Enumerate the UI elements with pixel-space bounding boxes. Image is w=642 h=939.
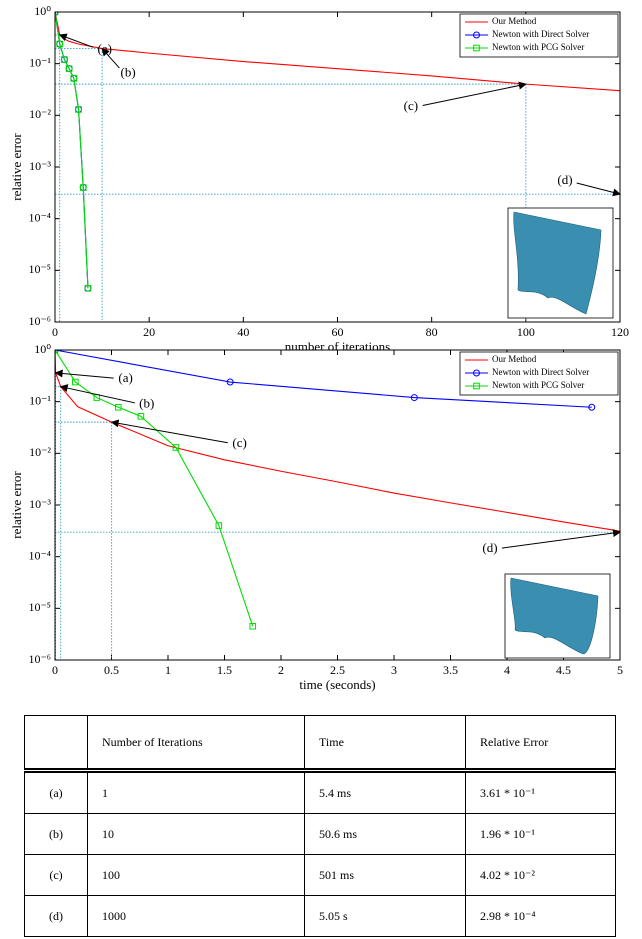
table-cell: (a): [25, 771, 88, 814]
table-cell: (c): [25, 855, 88, 896]
legend-label: Our Method: [492, 354, 537, 364]
table-cell: 4.02 * 10⁻²: [466, 855, 616, 896]
x-tick-label: 1.5: [217, 663, 232, 677]
annotation-label: (a): [97, 41, 111, 56]
x-tick-label: 0: [52, 325, 58, 339]
table-header: Number of Iterations Time Relative Error: [25, 716, 616, 771]
y-tick-label: 10⁻²: [29, 107, 51, 121]
y-tick-label: 10⁻⁶: [28, 314, 51, 328]
x-tick-label: 60: [332, 325, 344, 339]
x-tick-label: 2.5: [330, 663, 345, 677]
y-tick-label: 10⁻⁴: [28, 548, 51, 562]
annotation-label: (d): [557, 172, 572, 187]
legend-label: Newton with Direct Solver: [492, 367, 589, 377]
table-cell: 5.4 ms: [305, 771, 466, 814]
x-tick-label: 40: [237, 325, 249, 339]
results-table: Number of Iterations Time Relative Error…: [24, 715, 616, 937]
annotation-label: (b): [139, 396, 154, 411]
x-tick-label: 0: [52, 663, 58, 677]
y-tick-label: 10⁻¹: [29, 393, 51, 407]
header-cell: Number of Iterations: [88, 716, 305, 771]
page: 10⁻⁶10⁻⁵10⁻⁴10⁻³10⁻²10⁻¹10⁰0204060801001…: [0, 0, 642, 939]
table-cell: 1.96 * 10⁻¹: [466, 814, 616, 855]
table-corner: [25, 716, 88, 771]
annotation-label: (c): [404, 98, 418, 113]
y-tick-label: 10⁻⁵: [28, 262, 51, 276]
table-cell: 3.61 * 10⁻¹: [466, 771, 616, 814]
y-tick-label: 10⁻⁶: [28, 652, 51, 666]
header-cell: Time: [305, 716, 466, 771]
table-cell: 50.6 ms: [305, 814, 466, 855]
y-tick-label: 10⁻⁵: [28, 600, 51, 614]
y-tick-label: 10⁰: [34, 342, 51, 356]
x-tick-label: 3: [391, 663, 397, 677]
y-tick-label: 10⁻³: [29, 497, 51, 511]
table-cell: 1000: [88, 896, 305, 937]
annotation-label: (a): [118, 370, 132, 385]
x-tick-label: 1: [165, 663, 171, 677]
table-cell: (d): [25, 896, 88, 937]
legend-label: Newton with PCG Solver: [492, 42, 584, 52]
table-cell: 2.98 * 10⁻⁴: [466, 896, 616, 937]
y-tick-label: 10⁻²: [29, 445, 51, 459]
y-tick-label: 10⁰: [34, 4, 51, 18]
table-cell: 100: [88, 855, 305, 896]
y-tick-label: 10⁻⁴: [28, 210, 51, 224]
annotation-label: (c): [232, 435, 246, 450]
x-tick-label: 0.5: [104, 663, 119, 677]
x-tick-label: 120: [611, 325, 629, 339]
table-cell: (b): [25, 814, 88, 855]
table-cell: 5.05 s: [305, 896, 466, 937]
x-tick-label: 20: [143, 325, 155, 339]
table-cell: 10: [88, 814, 305, 855]
legend-label: Newton with PCG Solver: [492, 380, 584, 390]
y-axis-label: relative error: [9, 471, 24, 539]
y-tick-label: 10⁻¹: [29, 55, 51, 69]
table-cell: 501 ms: [305, 855, 466, 896]
legend-label: Our Method: [492, 16, 537, 26]
x-axis-label: time (seconds): [299, 677, 375, 692]
x-tick-label: 5: [617, 663, 623, 677]
x-tick-label: 100: [517, 325, 535, 339]
y-axis-label: relative error: [9, 133, 24, 201]
y-tick-label: 10⁻³: [29, 159, 51, 173]
annotation-label: (b): [120, 65, 135, 80]
x-tick-label: 3.5: [443, 663, 458, 677]
x-tick-label: 80: [426, 325, 438, 339]
x-tick-label: 2: [278, 663, 284, 677]
legend-label: Newton with Direct Solver: [492, 29, 589, 39]
x-tick-label: 4: [504, 663, 510, 677]
annotation-label: (d): [482, 540, 497, 555]
header-cell: Relative Error: [466, 716, 616, 771]
x-tick-label: 4.5: [556, 663, 571, 677]
table-cell: 1: [88, 771, 305, 814]
